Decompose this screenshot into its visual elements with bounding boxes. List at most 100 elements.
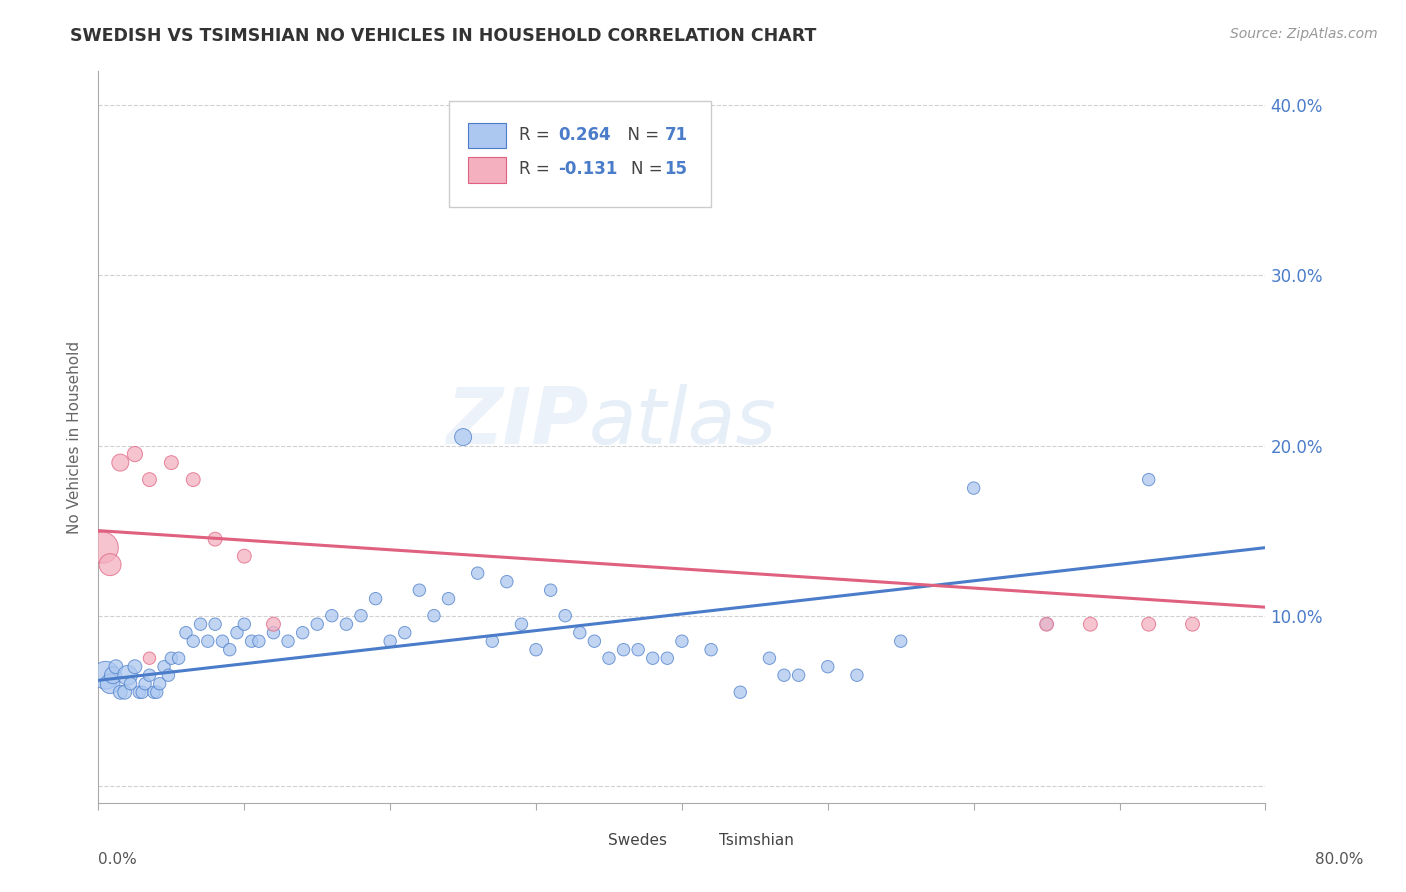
Text: atlas: atlas [589,384,776,460]
Point [350,608,373,623]
Point [204,532,226,546]
Point [233,617,256,632]
Point [773,668,796,682]
FancyBboxPatch shape [449,101,711,207]
Text: Swedes: Swedes [609,833,668,848]
Point [174,625,197,640]
Text: 0.264: 0.264 [558,126,610,144]
Point [211,634,233,648]
Point [157,668,180,682]
Point [481,634,503,648]
Point [1137,617,1160,632]
Point [787,668,810,682]
Point [153,659,176,673]
Point [423,608,446,623]
Point [437,591,460,606]
Point [657,651,679,665]
Point [138,651,160,665]
Point [124,659,146,673]
Point [394,625,416,640]
Point [160,651,183,665]
Text: 0.0%: 0.0% [98,852,138,867]
Text: Source: ZipAtlas.com: Source: ZipAtlas.com [1230,27,1378,41]
Point [218,642,240,657]
Point [160,456,183,470]
Point [181,473,204,487]
Point [598,651,620,665]
Point [110,456,132,470]
Point [120,677,142,691]
Point [1035,617,1057,632]
Point [110,685,132,699]
Point [190,617,212,632]
Point [554,608,576,623]
Text: R =: R = [519,161,554,178]
Point [335,617,357,632]
Point [568,625,591,640]
Text: Tsimshian: Tsimshian [720,833,794,848]
Point [197,634,219,648]
Text: N =: N = [630,161,668,178]
Point [233,549,256,563]
Text: 80.0%: 80.0% [1316,852,1364,867]
Point [134,677,156,691]
Point [94,668,117,682]
Point [846,668,869,682]
Point [138,668,160,682]
Y-axis label: No Vehicles in Household: No Vehicles in Household [66,341,82,533]
Point [613,642,636,657]
Point [138,473,160,487]
Text: ZIP: ZIP [446,384,589,460]
Point [181,634,204,648]
Point [890,634,912,648]
Point [1080,617,1102,632]
Point [277,634,299,648]
Text: R =: R = [519,126,554,144]
Point [510,617,533,632]
FancyBboxPatch shape [688,832,713,850]
Text: -0.131: -0.131 [558,161,617,178]
Point [758,651,780,665]
Point [1035,617,1057,632]
Point [98,558,121,572]
Point [114,685,136,699]
Point [408,583,430,598]
Point [671,634,693,648]
Point [524,642,547,657]
Point [1181,617,1204,632]
Point [204,617,226,632]
Point [240,634,263,648]
FancyBboxPatch shape [468,122,506,148]
Point [101,668,124,682]
Point [1137,473,1160,487]
Point [321,608,343,623]
Point [540,583,562,598]
Point [131,685,153,699]
Point [124,447,146,461]
FancyBboxPatch shape [576,832,603,850]
Point [167,651,190,665]
Point [247,634,270,648]
FancyBboxPatch shape [468,157,506,183]
Point [627,642,650,657]
Point [117,668,139,682]
Point [146,685,169,699]
Point [380,634,402,648]
Point [641,651,664,665]
Point [263,625,285,640]
Point [128,685,150,699]
Point [104,659,127,673]
Text: N =: N = [617,126,664,144]
Point [142,685,165,699]
Point [263,617,285,632]
Point [467,566,489,581]
Point [700,642,723,657]
Point [149,677,172,691]
Point [451,430,474,444]
Point [226,625,249,640]
Point [730,685,752,699]
Text: SWEDISH VS TSIMSHIAN NO VEHICLES IN HOUSEHOLD CORRELATION CHART: SWEDISH VS TSIMSHIAN NO VEHICLES IN HOUS… [70,27,817,45]
Point [817,659,839,673]
Point [583,634,606,648]
Point [291,625,314,640]
